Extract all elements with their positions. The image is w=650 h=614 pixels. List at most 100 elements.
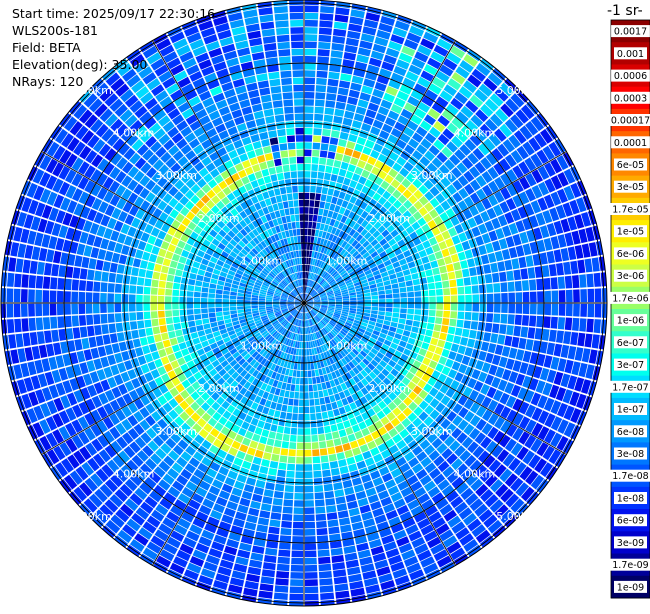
ray-cell	[189, 326, 197, 333]
ray-cell	[368, 598, 383, 608]
ray-cell	[230, 292, 237, 296]
ray-cell	[456, 278, 463, 286]
ray-cell	[278, 202, 284, 209]
ray-cell	[284, 391, 289, 398]
ray-cell	[281, 405, 287, 412]
ray-cell	[237, 310, 244, 314]
ray-cell	[290, 384, 295, 391]
ray-cell	[160, 325, 168, 333]
ray-cell	[308, 229, 312, 236]
ray-cell	[346, 457, 355, 465]
ray-cell	[338, 510, 349, 518]
ray-cell	[304, 378, 308, 385]
ray-cell	[246, 574, 260, 583]
ray-cell	[328, 152, 336, 160]
ray-cell	[318, 49, 330, 56]
ray-cell	[93, 293, 100, 303]
ray-cell	[100, 293, 107, 302]
ray-cell	[490, 263, 498, 273]
ray-cell	[112, 343, 120, 353]
ray-cell	[305, 464, 313, 471]
ray-cell	[420, 322, 427, 329]
ray-cell	[425, 330, 433, 337]
ray-cell	[335, 583, 349, 591]
ray-cell	[71, 304, 78, 315]
ray-cell	[428, 254, 436, 262]
ray-cell	[337, 605, 352, 610]
ray-cell	[268, 190, 275, 198]
ray-cell	[130, 321, 138, 330]
ray-cell	[483, 332, 491, 342]
ray-cell	[43, 290, 50, 302]
ray-cell	[580, 289, 587, 302]
ray-cell	[223, 299, 230, 303]
ray-cell	[331, 174, 338, 182]
ray-cell	[337, 422, 345, 430]
ray-cell	[187, 291, 194, 297]
ray-cell	[309, 399, 314, 406]
ray-cell	[304, 356, 307, 363]
ray-cell	[287, 376, 292, 383]
ray-cell	[251, 300, 258, 303]
ray-cell	[558, 317, 565, 329]
ray-cell	[129, 312, 136, 320]
ray-cell	[115, 304, 122, 313]
ray-cell	[352, 447, 361, 456]
ray-cell	[280, 209, 286, 216]
ray-cell	[23, 260, 31, 274]
ray-cell	[599, 367, 609, 382]
ray-cell	[407, 309, 414, 314]
ray-cell	[39, 248, 48, 261]
ray-cell	[296, 378, 300, 385]
ray-cell	[158, 296, 165, 303]
ray-cell	[14, 304, 21, 317]
ray-cell	[175, 330, 183, 337]
ray-cell	[250, 464, 260, 473]
ray-cell	[284, 492, 293, 499]
ray-cell	[276, 571, 289, 579]
ray-cell	[168, 267, 176, 275]
ray-cell	[247, 447, 256, 456]
ray-cell	[393, 308, 400, 313]
ray-cell	[551, 277, 558, 289]
ray-cell	[311, 164, 318, 171]
ray-cell	[276, 195, 282, 203]
ray-cell	[305, 572, 318, 579]
ray-cell	[283, 499, 293, 506]
ray-cell	[324, 484, 333, 492]
ray-cell	[575, 245, 584, 259]
ray-cell	[559, 290, 566, 302]
ray-cell	[289, 442, 296, 449]
ray-cell	[245, 309, 252, 313]
ray-cell	[250, 501, 261, 510]
ray-cell	[379, 307, 386, 311]
ray-cell	[335, 591, 349, 599]
ray-cell	[313, 464, 321, 471]
ray-cell	[331, 424, 338, 432]
ray-cell	[305, 135, 313, 142]
ray-cell	[292, 551, 304, 558]
ray-cell	[244, 300, 251, 303]
ray-cell	[432, 354, 441, 363]
ray-cell	[259, 466, 268, 474]
ray-cell	[270, 461, 279, 469]
ray-cell	[275, 578, 288, 585]
ray-cell	[407, 314, 414, 320]
ray-cell	[91, 247, 100, 258]
ray-cell	[165, 289, 172, 296]
ray-cell	[156, 256, 164, 265]
ray-cell	[335, 153, 343, 161]
ray-cell	[23, 333, 31, 347]
ray-cell	[306, 342, 308, 349]
ray-cell	[210, 322, 217, 328]
ray-cell	[310, 193, 315, 200]
ray-cell	[425, 269, 433, 276]
ray-cell	[599, 223, 609, 238]
ray-cell	[458, 295, 465, 302]
ray-cell	[320, 150, 328, 157]
ray-cell	[272, 181, 279, 189]
ray-cell	[403, 269, 411, 276]
ray-cell	[138, 329, 146, 338]
ray-cell	[153, 327, 161, 335]
